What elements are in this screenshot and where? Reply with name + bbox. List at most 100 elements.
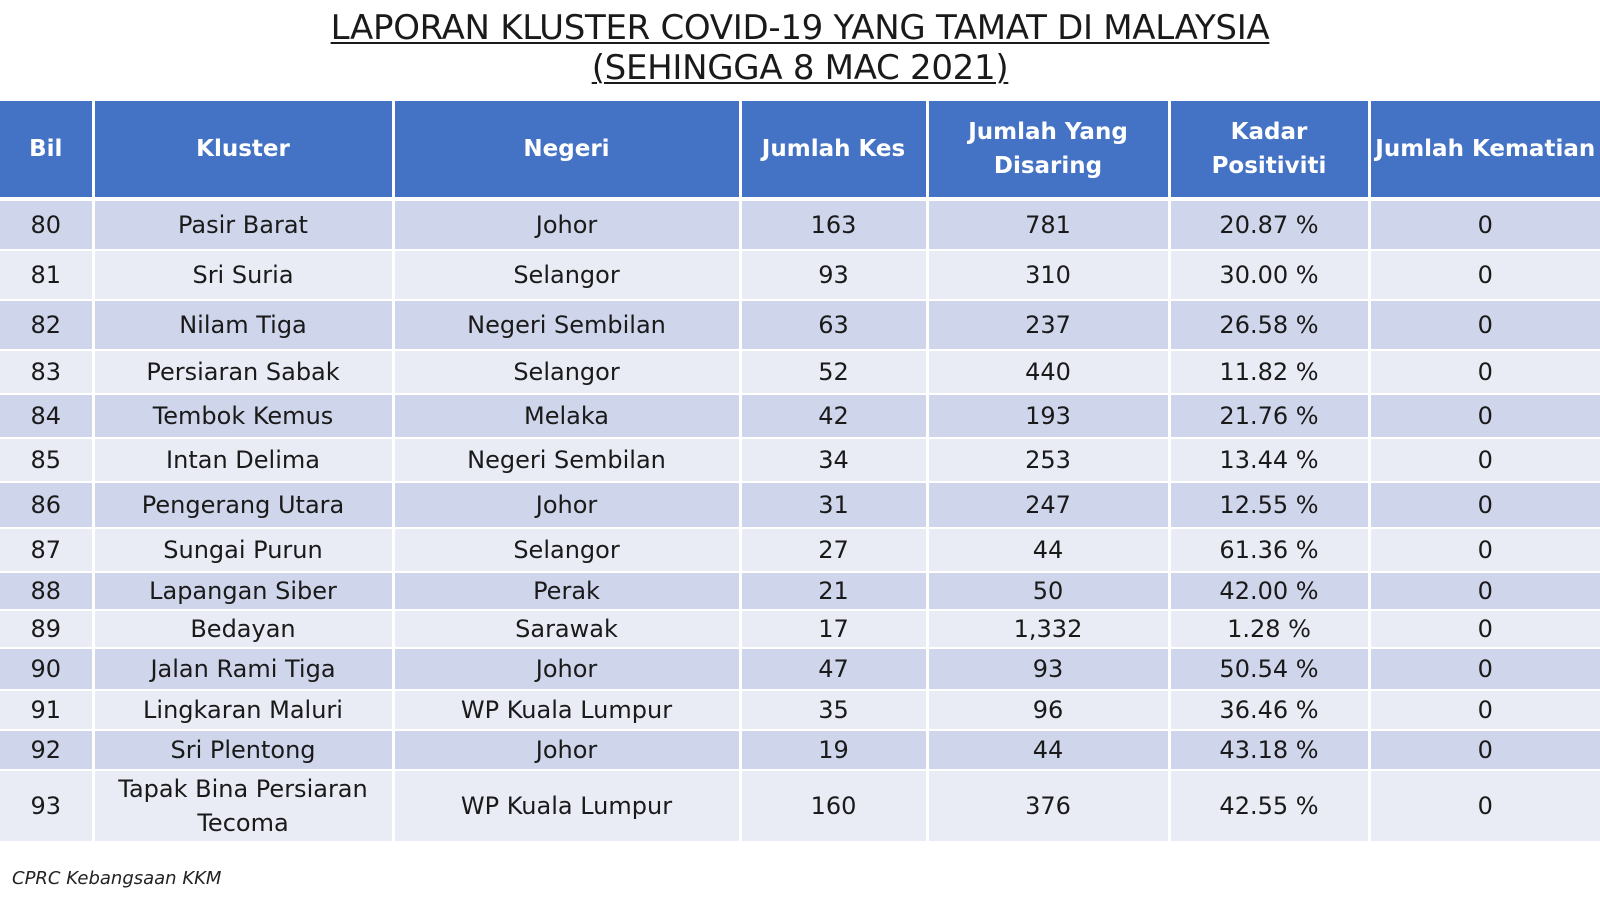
cell-kadar-positiviti: 1.28 % — [1169, 610, 1371, 649]
table-row: 82 Nilam Tiga Negeri Sembilan 63 237 26.58 % 0 — [0, 300, 1600, 351]
cell-jumlah-disaring: 253 — [927, 438, 1171, 483]
cell-kluster: Tapak Bina Persiaran Tecoma — [93, 770, 395, 843]
cluster-table: Bil Kluster Negeri Jumlah Kes Jumlah Yan… — [0, 101, 1600, 843]
cell-negeri: Negeri Sembilan — [393, 438, 742, 483]
header-bil: Bil — [0, 101, 95, 201]
header-kluster: Kluster — [93, 101, 395, 201]
title-line-2: (SEHINGGA 8 MAC 2021) — [591, 48, 1009, 88]
cell-bil: 81 — [0, 250, 95, 301]
cell-jumlah-disaring: 310 — [927, 250, 1171, 301]
cell-jumlah-disaring: 193 — [927, 394, 1171, 439]
cell-jumlah-kematian: 0 — [1369, 250, 1600, 301]
table-row: 91 Lingkaran Maluri WP Kuala Lumpur 35 96 36.… — [0, 690, 1600, 731]
table-row: 85 Intan Delima Negeri Sembilan 34 253 13.44 … — [0, 438, 1600, 483]
cell-jumlah-disaring: 247 — [927, 482, 1171, 529]
cell-jumlah-kematian: 0 — [1369, 610, 1600, 649]
cell-jumlah-kes: 19 — [740, 730, 929, 771]
table-row: 80 Pasir Barat Johor 163 781 20.87 % 0 — [0, 199, 1600, 251]
table-row: 89 Bedayan Sarawak 17 1,332 1.28 % 0 — [0, 610, 1600, 649]
cell-jumlah-kes: 47 — [740, 648, 929, 691]
cell-jumlah-kes: 163 — [740, 199, 929, 251]
cell-jumlah-disaring: 1,332 — [927, 610, 1171, 649]
cell-kluster: Pasir Barat — [93, 199, 395, 251]
cell-kadar-positiviti: 26.58 % — [1169, 300, 1371, 351]
cell-kluster: Sri Plentong — [93, 730, 395, 771]
cell-kluster: Tembok Kemus — [93, 394, 395, 439]
cell-kadar-positiviti: 36.46 % — [1169, 690, 1371, 731]
cell-jumlah-kematian: 0 — [1369, 482, 1600, 529]
cell-kluster: Nilam Tiga — [93, 300, 395, 351]
cell-jumlah-kematian: 0 — [1369, 690, 1600, 731]
cell-kluster: Bedayan — [93, 610, 395, 649]
cell-bil: 80 — [0, 199, 95, 251]
cell-jumlah-disaring: 96 — [927, 690, 1171, 731]
cell-negeri: Selangor — [393, 528, 742, 573]
cell-jumlah-kematian: 0 — [1369, 572, 1600, 611]
cell-jumlah-kematian: 0 — [1369, 394, 1600, 439]
cell-kadar-positiviti: 21.76 % — [1169, 394, 1371, 439]
cell-bil: 87 — [0, 528, 95, 573]
cell-jumlah-kes: 93 — [740, 250, 929, 301]
cell-negeri: Selangor — [393, 250, 742, 301]
cell-kadar-positiviti: 50.54 % — [1169, 648, 1371, 691]
cell-bil: 84 — [0, 394, 95, 439]
cell-kadar-positiviti: 30.00 % — [1169, 250, 1371, 301]
cell-negeri: Negeri Sembilan — [393, 300, 742, 351]
table-row: 92 Sri Plentong Johor 19 44 43.18 % 0 — [0, 730, 1600, 771]
header-jumlah-kes: Jumlah Kes — [740, 101, 929, 201]
cell-kluster: Lapangan Siber — [93, 572, 395, 611]
cell-jumlah-kematian: 0 — [1369, 350, 1600, 395]
cell-jumlah-kes: 52 — [740, 350, 929, 395]
cell-kadar-positiviti: 12.55 % — [1169, 482, 1371, 529]
source-note: CPRC Kebangsaan KKM — [12, 868, 222, 889]
cell-bil: 90 — [0, 648, 95, 691]
cell-jumlah-kes: 63 — [740, 300, 929, 351]
cell-kluster: Sri Suria — [93, 250, 395, 301]
cell-kadar-positiviti: 11.82 % — [1169, 350, 1371, 395]
table-row: 84 Tembok Kemus Melaka 42 193 21.76 % 0 — [0, 394, 1600, 439]
cell-bil: 82 — [0, 300, 95, 351]
cell-bil: 88 — [0, 572, 95, 611]
title-line-1: LAPORAN KLUSTER COVID-19 YANG TAMAT DI M… — [330, 8, 1270, 48]
cell-negeri: Johor — [393, 482, 742, 529]
cell-jumlah-kes: 34 — [740, 438, 929, 483]
cell-negeri: Perak — [393, 572, 742, 611]
header-jumlah-kematian: Jumlah Kematian — [1369, 101, 1600, 201]
cell-kluster: Sungai Purun — [93, 528, 395, 573]
cell-jumlah-kematian: 0 — [1369, 438, 1600, 483]
table-row: 90 Jalan Rami Tiga Johor 47 93 50.54 % 0 — [0, 648, 1600, 691]
cell-jumlah-kes: 17 — [740, 610, 929, 649]
cell-kadar-positiviti: 20.87 % — [1169, 199, 1371, 251]
cell-jumlah-kes: 160 — [740, 770, 929, 843]
cell-kluster: Lingkaran Maluri — [93, 690, 395, 731]
cell-jumlah-kematian: 0 — [1369, 770, 1600, 843]
cell-negeri: Melaka — [393, 394, 742, 439]
cell-jumlah-kes: 35 — [740, 690, 929, 731]
cell-jumlah-disaring: 781 — [927, 199, 1171, 251]
cell-negeri: Selangor — [393, 350, 742, 395]
cell-kadar-positiviti: 42.55 % — [1169, 770, 1371, 843]
cell-jumlah-disaring: 440 — [927, 350, 1171, 395]
table-row: 86 Pengerang Utara Johor 31 247 12.55 % 0 — [0, 482, 1600, 529]
table-row: 81 Sri Suria Selangor 93 310 30.00 % 0 — [0, 250, 1600, 301]
table-row: 87 Sungai Purun Selangor 27 44 61.36 % 0 — [0, 528, 1600, 573]
cell-bil: 91 — [0, 690, 95, 731]
cell-jumlah-disaring: 44 — [927, 730, 1171, 771]
cell-bil: 85 — [0, 438, 95, 483]
cell-kluster: Intan Delima — [93, 438, 395, 483]
cell-bil: 93 — [0, 770, 95, 843]
cell-kadar-positiviti: 43.18 % — [1169, 730, 1371, 771]
cell-jumlah-kes: 27 — [740, 528, 929, 573]
cell-kluster: Pengerang Utara — [93, 482, 395, 529]
cell-jumlah-disaring: 50 — [927, 572, 1171, 611]
cell-bil: 83 — [0, 350, 95, 395]
cell-jumlah-kes: 31 — [740, 482, 929, 529]
cell-kadar-positiviti: 61.36 % — [1169, 528, 1371, 573]
table-row: 83 Persiaran Sabak Selangor 52 440 11.82 % 0 — [0, 350, 1600, 395]
cell-jumlah-disaring: 237 — [927, 300, 1171, 351]
cell-negeri: WP Kuala Lumpur — [393, 690, 742, 731]
page-title: LAPORAN KLUSTER COVID-19 YANG TAMAT DI M… — [0, 8, 1600, 88]
header-kadar-positiviti: Kadar Positiviti — [1169, 101, 1371, 201]
cell-jumlah-kematian: 0 — [1369, 300, 1600, 351]
header-jumlah-disaring: Jumlah Yang Disaring — [927, 101, 1171, 201]
